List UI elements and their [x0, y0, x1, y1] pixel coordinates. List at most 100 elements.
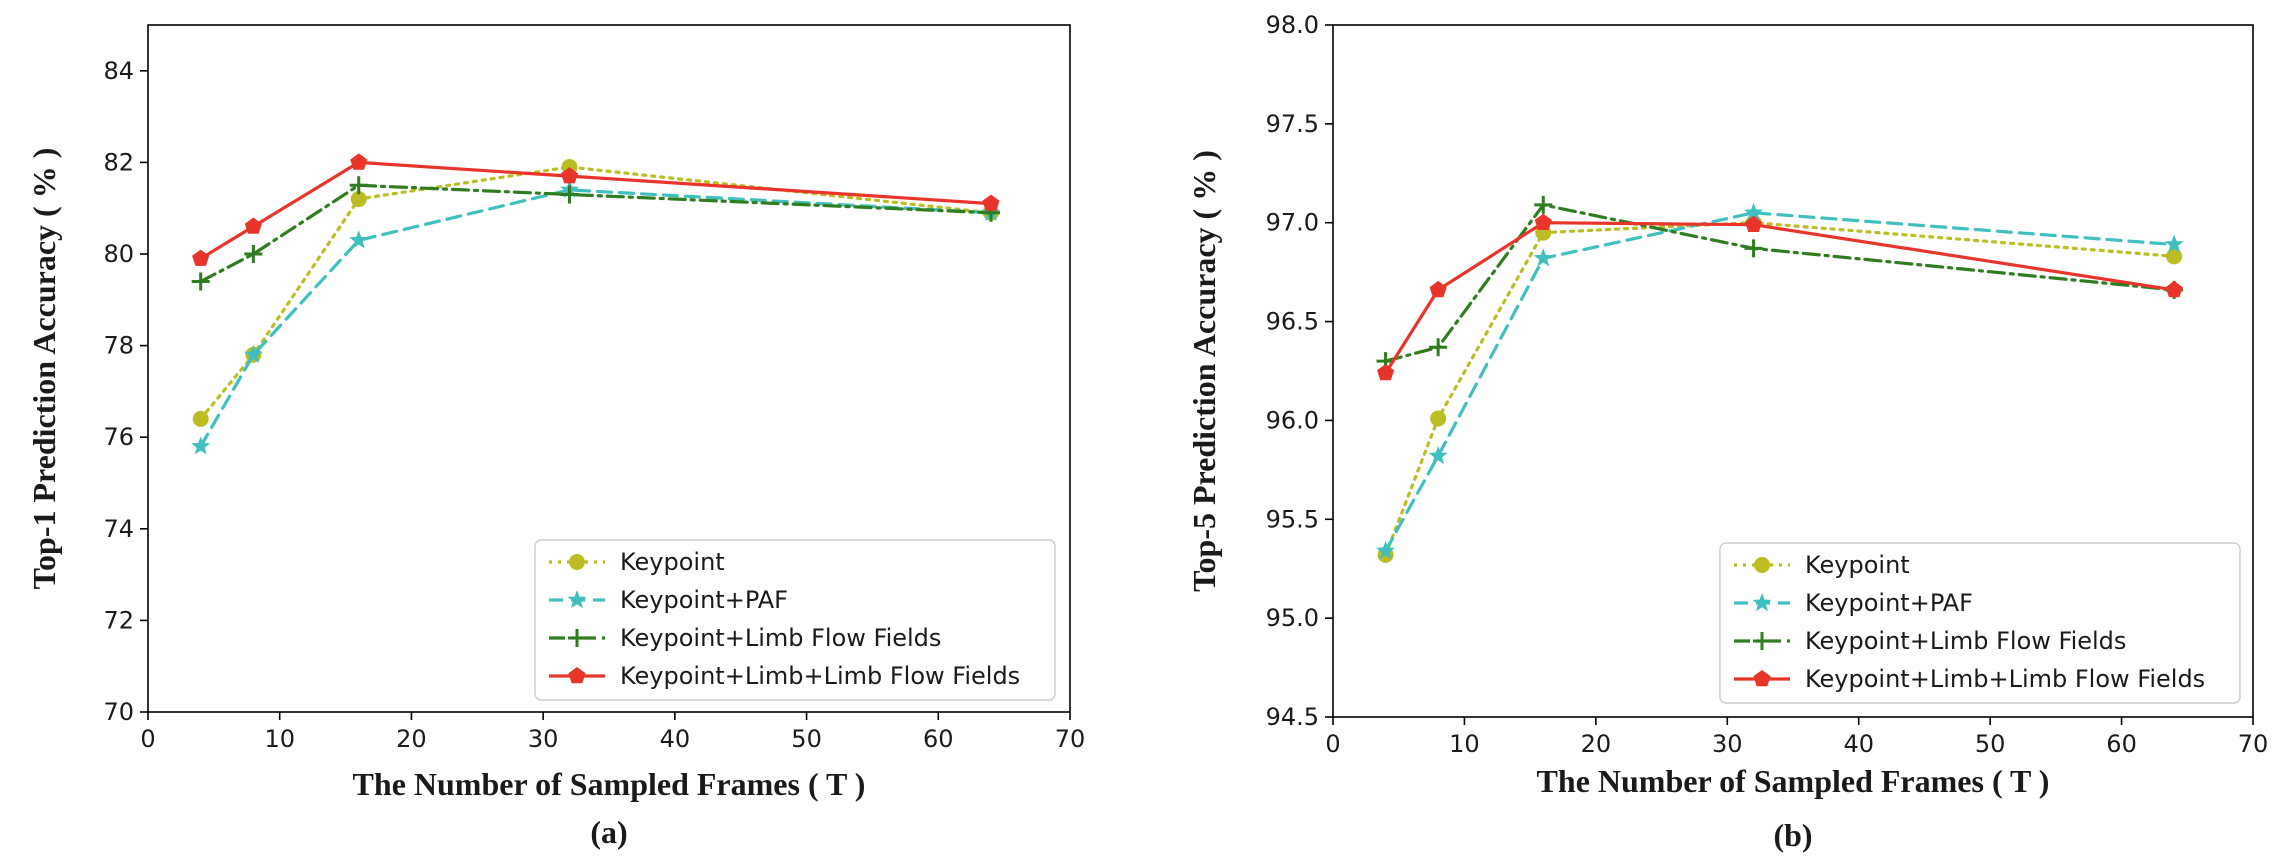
y-tick-label: 97.5 [1266, 110, 1319, 138]
x-tick-label: 40 [660, 725, 691, 753]
data-point [1377, 364, 1395, 381]
chart-top1-accuracy: 0 10 20 30 40 50 60 70 70 72 74 76 78 80 82 84 The Numbe… [26, 24, 1086, 850]
legend-box [534, 539, 1056, 701]
y-tick-label: 98.0 [1266, 11, 1319, 39]
data-point [560, 185, 579, 204]
series-line [199, 188, 993, 448]
x-tick-label: 70 [2238, 730, 2269, 758]
series-0 [192, 158, 999, 427]
data-point [1534, 195, 1553, 214]
x-axis-title: The Number of Sampled Frames ( T ) [353, 766, 866, 802]
data-point [192, 249, 210, 266]
series-2 [191, 176, 1000, 291]
data-point [1744, 202, 1764, 221]
data-point [349, 230, 369, 249]
x-tick-label: 20 [396, 725, 427, 753]
y-tick-label: 96.0 [1266, 406, 1319, 434]
series-1 [1376, 202, 2184, 559]
x-tick-label: 50 [791, 725, 822, 753]
chart-top5-accuracy: 0 10 20 30 40 50 60 70 94.5 95.0 95.5 96.0 96.5 97.0 9… [1186, 11, 2268, 853]
data-point [244, 245, 263, 263]
x-tick-label: 60 [2106, 730, 2137, 758]
legend-label: Keypoint+PAF [1805, 589, 1973, 617]
data-point [350, 191, 367, 208]
legend-label: Keypoint+Limb+Limb Flow Fields [1805, 665, 2205, 693]
data-point [560, 167, 578, 184]
legend: Keypoint Keypoint+PAF Keypoint+Limb Flow F… [1719, 542, 2241, 704]
data-point [982, 194, 1000, 211]
data-point [192, 410, 209, 427]
x-tick-label: 20 [1581, 730, 1612, 758]
x-tick-label: 60 [923, 725, 954, 753]
legend-marker [568, 629, 586, 647]
series-line [199, 183, 993, 284]
x-tick-label: 40 [1843, 730, 1874, 758]
y-axis-title: Top-1 Prediction Accuracy ( % ) [26, 148, 62, 590]
y-tick-label: 74 [103, 515, 134, 543]
plot-frame [147, 24, 1071, 713]
y-tick-label: 84 [103, 57, 134, 85]
data-point [1429, 338, 1448, 357]
y-tick-label: 80 [103, 240, 134, 268]
legend-label: Keypoint+Limb Flow Fields [1805, 627, 2126, 655]
x-tick-label: 70 [1055, 725, 1086, 753]
series-1 [191, 179, 1001, 455]
y-axis-title: Top-5 Prediction Accuracy ( % ) [1186, 150, 1222, 592]
legend-label: Keypoint [1805, 551, 1910, 579]
y-tick-label: 76 [103, 423, 134, 451]
series-3 [192, 153, 1000, 266]
data-point [349, 176, 368, 195]
data-point [2166, 248, 2183, 265]
data-point [1430, 410, 1447, 427]
legend-marker [1753, 632, 1771, 650]
data-point [1428, 446, 1448, 465]
legend: Keypoint Keypoint+PAF Keypoint+Limb Flow F… [534, 539, 1056, 701]
data-point [1533, 248, 1553, 267]
data-point [2164, 234, 2184, 253]
data-point [1376, 540, 1396, 559]
data-point [243, 344, 263, 363]
y-tick-label: 97.0 [1266, 209, 1319, 237]
legend-label: Keypoint [620, 548, 725, 576]
x-tick-label: 30 [1712, 730, 1743, 758]
legend-marker [1754, 557, 1770, 573]
x-tick-label: 50 [1975, 730, 2006, 758]
legend-marker [1753, 670, 1771, 687]
series-2 [1376, 195, 2184, 371]
y-tick-label: 94.5 [1266, 703, 1319, 731]
y-tick-label: 82 [103, 148, 134, 176]
y-tick-label: 96.5 [1266, 308, 1319, 336]
series-3 [1377, 213, 2183, 381]
y-tick-label: 70 [103, 698, 134, 726]
data-point [1745, 215, 1763, 232]
legend-label: Keypoint+Limb Flow Fields [620, 624, 941, 652]
plot-frame [1332, 24, 2254, 718]
legend-marker [1752, 593, 1772, 612]
data-point [350, 153, 368, 170]
legend-label: Keypoint+Limb+Limb Flow Fields [620, 662, 1020, 690]
y-tick-label: 72 [103, 606, 134, 634]
legend-box [1719, 542, 2241, 704]
series-line [1383, 211, 2176, 553]
data-point [1429, 280, 1447, 298]
figure-caption: (a) [590, 814, 627, 850]
legend-label: Keypoint+PAF [620, 586, 788, 614]
figure-caption: (b) [1773, 817, 1812, 853]
legend-marker [567, 590, 587, 609]
x-tick-label: 10 [1449, 730, 1480, 758]
x-tick-label: 10 [264, 725, 295, 753]
legend-marker [569, 554, 585, 570]
x-tick-label: 30 [528, 725, 559, 753]
x-tick-label: 0 [140, 725, 155, 753]
x-axis-title: The Number of Sampled Frames ( T ) [1537, 763, 2050, 799]
data-point [191, 272, 210, 291]
data-point [191, 436, 211, 455]
x-tick-label: 0 [1325, 730, 1340, 758]
legend-marker [568, 667, 586, 684]
data-point [1744, 239, 1763, 258]
y-tick-label: 78 [103, 332, 134, 360]
data-point [1534, 213, 1552, 230]
data-point [2165, 280, 2183, 298]
y-tick-label: 95.5 [1266, 505, 1319, 533]
